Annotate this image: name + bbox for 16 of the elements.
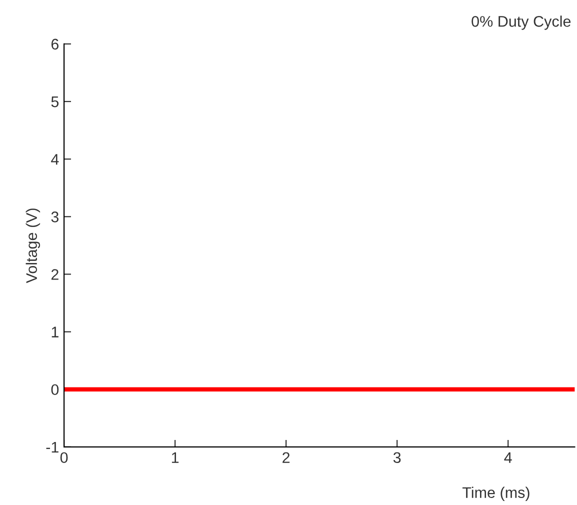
y-axis-title: Voltage (V): [26, 208, 40, 284]
y-tick-label: 3: [51, 212, 59, 222]
y-tick-label: 2: [51, 269, 58, 280]
x-tick-label: 1: [172, 452, 179, 463]
chart-title: 0% Duty Cycle: [472, 16, 571, 30]
y-tick-label: 6: [51, 38, 59, 50]
y-tick-label: 4: [51, 154, 59, 165]
x-axis-title: Time (ms): [462, 486, 530, 502]
x-tick-label: 0: [60, 452, 68, 464]
x-tick-label: 4: [504, 452, 512, 463]
y-tick-label: 1: [52, 326, 58, 338]
y-tick-label: 5: [51, 96, 59, 108]
y-tick-label: 0: [51, 384, 59, 396]
x-tick-label: 3: [393, 452, 401, 464]
x-tick-label: 2: [282, 452, 290, 463]
y-tick-label: -1: [46, 442, 58, 452]
